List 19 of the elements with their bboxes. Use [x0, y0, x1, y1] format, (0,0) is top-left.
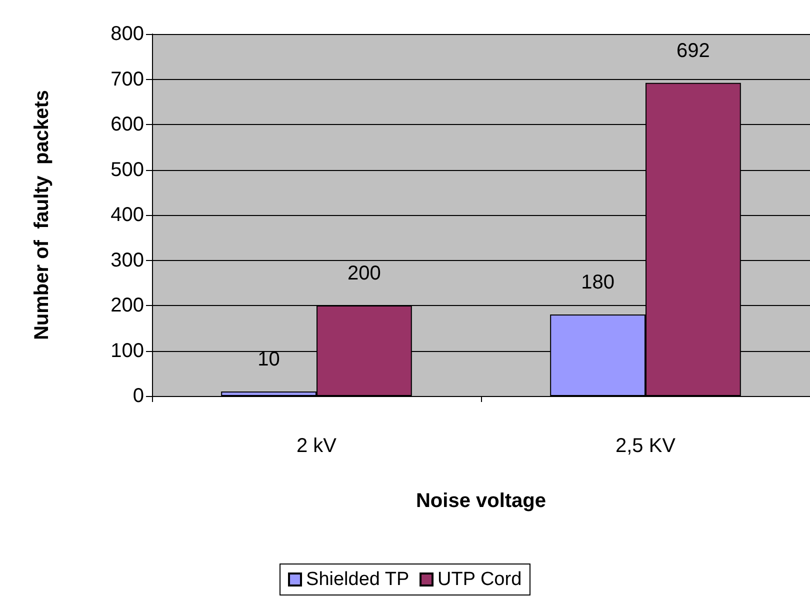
legend-label: Shielded TP [306, 569, 410, 590]
x-tick-label: 2,5 KV [615, 435, 676, 457]
x-axis-title: Noise voltage [416, 490, 546, 512]
y-tick-label: 700 [110, 68, 144, 90]
y-tick-label: 300 [110, 249, 144, 272]
y-tick-label: 200 [110, 294, 144, 316]
y-axis-title: Number of faulty packets [31, 90, 53, 340]
y-tick-label: 400 [110, 204, 144, 226]
x-tick-label: 2 kV [296, 435, 338, 457]
y-tick-label: 0 [132, 385, 144, 407]
y-tick-label: 600 [110, 114, 144, 136]
data-label: 200 [348, 262, 381, 284]
legend-label: UTP Cord [438, 569, 522, 590]
data-label: 10 [258, 348, 280, 370]
data-label: 180 [581, 272, 614, 294]
y-tick-label: 500 [110, 158, 144, 181]
data-label: 692 [676, 40, 710, 62]
y-tick-label: 800 [110, 23, 144, 45]
y-tick-label: 100 [110, 340, 144, 362]
